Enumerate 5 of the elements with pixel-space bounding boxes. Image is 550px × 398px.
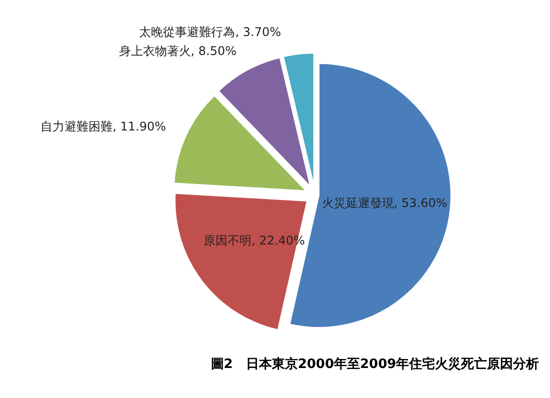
category-label: 太晚從事避難行為, 3.70% [139, 25, 281, 40]
category-label: 自力避難困難, 11.90% [40, 119, 166, 134]
category-label: 火災延遲發現, 53.60% [322, 196, 448, 210]
text: 圖2 日本東京2000年至2009年住宅火災死亡原因分析 [210, 356, 540, 372]
category-label: 身上衣物著火, 8.50% [118, 44, 237, 58]
